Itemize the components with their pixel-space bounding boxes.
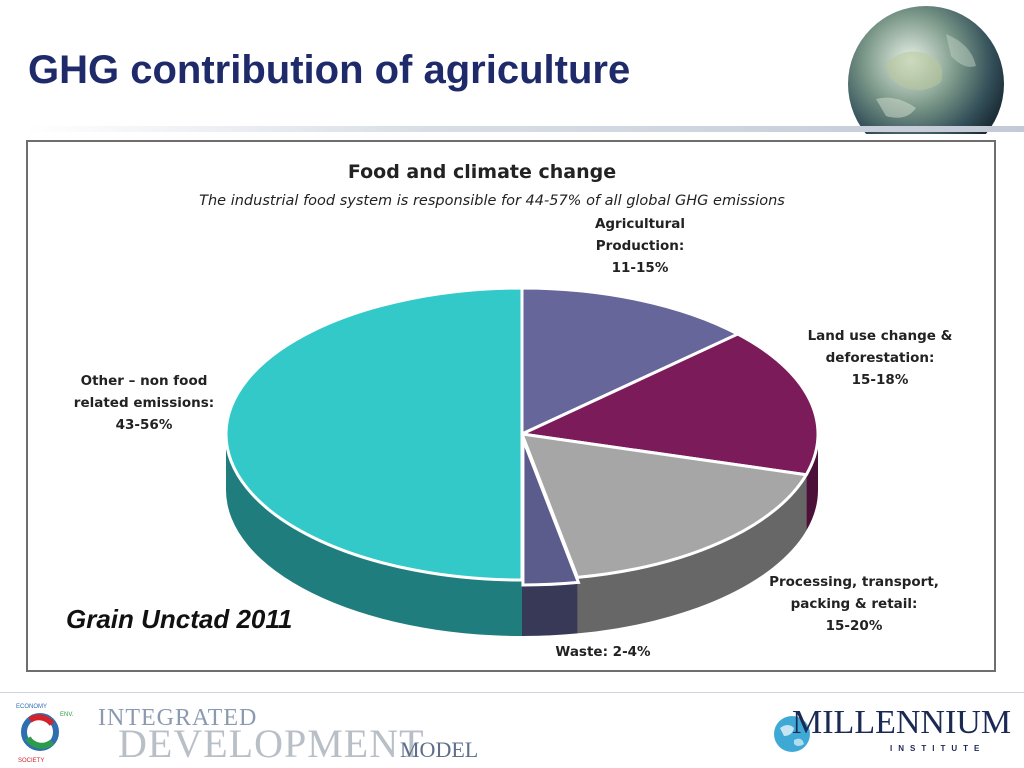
svg-text:SOCIETY: SOCIETY (18, 758, 44, 764)
globe-image (848, 6, 1004, 134)
slice-label-line: related emissions: (74, 395, 214, 411)
slice-label-waste: Waste: 2-4% (555, 644, 651, 660)
millennium-institute-logo: MILLENNIUM INSTITUTE (772, 700, 1012, 760)
source-caption: Grain Unctad 2011 (66, 604, 293, 634)
pie-side-other-emissions (226, 434, 522, 636)
chart-title: Food and climate change (348, 161, 616, 183)
pie-side-waste (522, 577, 578, 636)
slide-title: GHG contribution of agriculture (28, 48, 631, 92)
slice-label-line: packing & retail: (791, 596, 918, 612)
slice-label-line: 15-18% (852, 372, 909, 388)
slice-label-line: 43-56% (116, 417, 173, 433)
pie-slice-land-use-change (516, 332, 820, 477)
chart-frame: Food and climate change The industrial f… (26, 140, 996, 672)
pie-chart: Food and climate change The industrial f… (74, 161, 953, 660)
slice-label-other-emissions: Other – non food related emissions: 43-56% (74, 373, 214, 433)
integrated-development-model-logo: ECONOMY ENV. SOCIETY INTEGRATED DEVELOPM… (8, 696, 498, 766)
title-divider (24, 126, 1024, 132)
slice-label-line: Processing, transport, (769, 574, 939, 590)
millennium-wordmark: MILLENNIUM (792, 704, 1012, 741)
idm-line1: INTEGRATED (98, 705, 258, 731)
sustainability-ring-icon: ECONOMY ENV. SOCIETY (16, 704, 74, 764)
idm-line2: DEVELOPMENT (118, 721, 425, 766)
pie-slice-agricultural-production (520, 286, 742, 437)
chart-subtitle: The industrial food system is responsibl… (199, 193, 785, 209)
slice-label-agricultural-production: Agricultural Production: 11-15% (595, 216, 685, 276)
pie-slice-processing-transport (519, 432, 809, 580)
earth-icon (774, 716, 810, 752)
slice-label-line: Production: (596, 238, 684, 254)
idm-line3: MODEL (400, 737, 479, 762)
slice-label-land-use-change: Land use change & deforestation: 15-18% (808, 328, 953, 388)
svg-text:ENV.: ENV. (60, 712, 74, 718)
footer: ECONOMY ENV. SOCIETY INTEGRATED DEVELOPM… (0, 694, 1024, 768)
svg-text:ECONOMY: ECONOMY (16, 704, 47, 710)
slice-label-line: 11-15% (612, 260, 669, 276)
slice-label-line: deforestation: (826, 350, 935, 366)
slice-label-line: Waste: 2-4% (555, 644, 651, 660)
slice-label-processing-transport: Processing, transport, packing & retail: 1… (769, 574, 939, 634)
pie-slice-other-emissions (224, 286, 524, 582)
footer-divider (0, 692, 1024, 693)
slice-label-line: Other – non food (81, 373, 208, 389)
slice-label-line: Agricultural (595, 216, 685, 232)
pie-slice-waste (521, 438, 581, 587)
institute-wordmark: INSTITUTE (890, 744, 986, 753)
slice-label-line: Land use change & (808, 328, 953, 344)
slice-label-line: 15-20% (826, 618, 883, 634)
